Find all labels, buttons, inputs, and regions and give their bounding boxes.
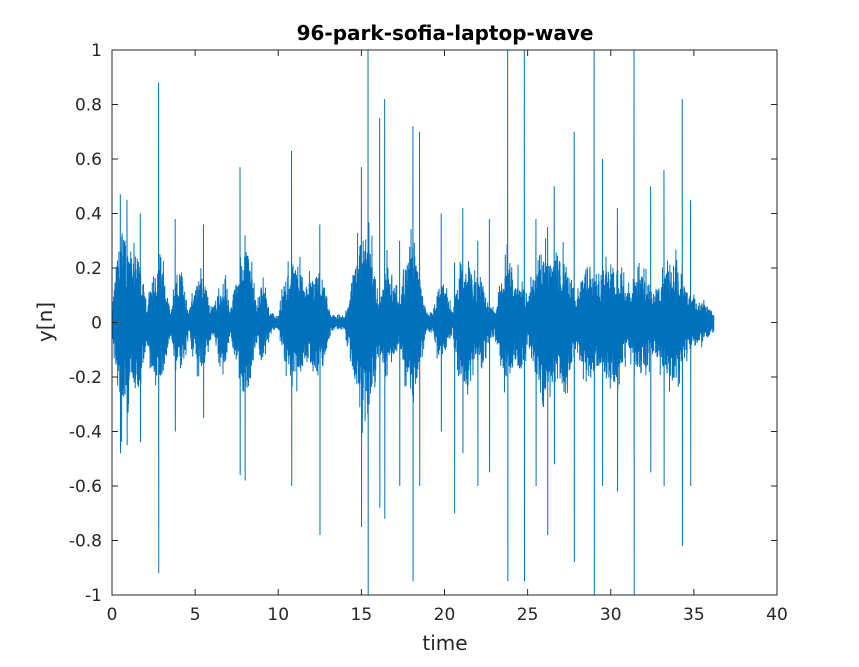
- y-axis-label: y[n]: [33, 302, 57, 342]
- y-tick-label: -0.4: [69, 423, 102, 443]
- waveform-series: [112, 50, 715, 595]
- x-tick-label: 15: [351, 605, 373, 625]
- y-axis: -1 -0.8 -0.6 -0.4 -0.2 0 0.2 0.4 0.6 0.8 1: [69, 41, 777, 606]
- x-tick-label: 10: [267, 605, 289, 625]
- y-tick-label: -0.6: [69, 477, 102, 497]
- y-tick-label: 0.4: [75, 205, 102, 225]
- y-tick-label: -1: [85, 586, 102, 606]
- waveform-line: [112, 50, 715, 595]
- y-tick-label: -0.8: [69, 532, 102, 552]
- x-tick-label: 25: [517, 605, 539, 625]
- x-tick-label: 35: [683, 605, 705, 625]
- y-tick-label: 1: [91, 41, 102, 61]
- y-tick-label: -0.2: [69, 368, 102, 388]
- x-tick-label: 20: [434, 605, 456, 625]
- x-tick-label: 40: [766, 605, 788, 625]
- x-tick-label: 30: [600, 605, 622, 625]
- x-tick-label: 0: [107, 605, 118, 625]
- x-tick-label: 5: [190, 605, 201, 625]
- x-axis-label: time: [422, 631, 467, 655]
- y-tick-label: 0.6: [75, 150, 102, 170]
- y-tick-label: 0: [91, 314, 102, 334]
- y-tick-label: 0.2: [75, 259, 102, 279]
- chart-title: 96-park-sofia-laptop-wave: [297, 21, 594, 45]
- x-axis: 0 5 10 15 20 25 30 35 40: [107, 50, 788, 625]
- y-tick-label: 0.8: [75, 96, 102, 116]
